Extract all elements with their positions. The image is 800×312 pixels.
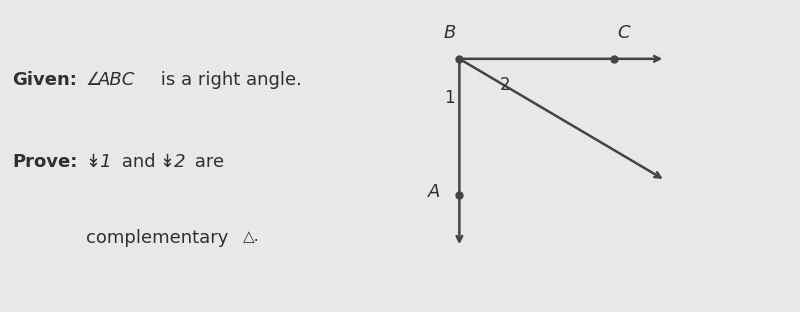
Text: ABC: ABC: [98, 71, 135, 89]
Text: A: A: [428, 183, 440, 202]
Text: is a right angle.: is a right angle.: [154, 71, 302, 89]
Text: △.: △.: [242, 229, 259, 244]
Text: B: B: [444, 24, 456, 42]
Text: ↡1: ↡1: [86, 153, 112, 171]
Text: complementary: complementary: [86, 229, 234, 247]
Text: C: C: [617, 24, 630, 42]
Text: are: are: [190, 153, 225, 171]
Text: and: and: [116, 153, 161, 171]
Text: Given:: Given:: [12, 71, 77, 89]
Text: ∠: ∠: [86, 71, 102, 89]
Text: ↡2: ↡2: [159, 153, 186, 171]
Text: 1: 1: [445, 89, 455, 107]
Text: Prove:: Prove:: [12, 153, 78, 171]
Text: 2: 2: [500, 76, 510, 94]
